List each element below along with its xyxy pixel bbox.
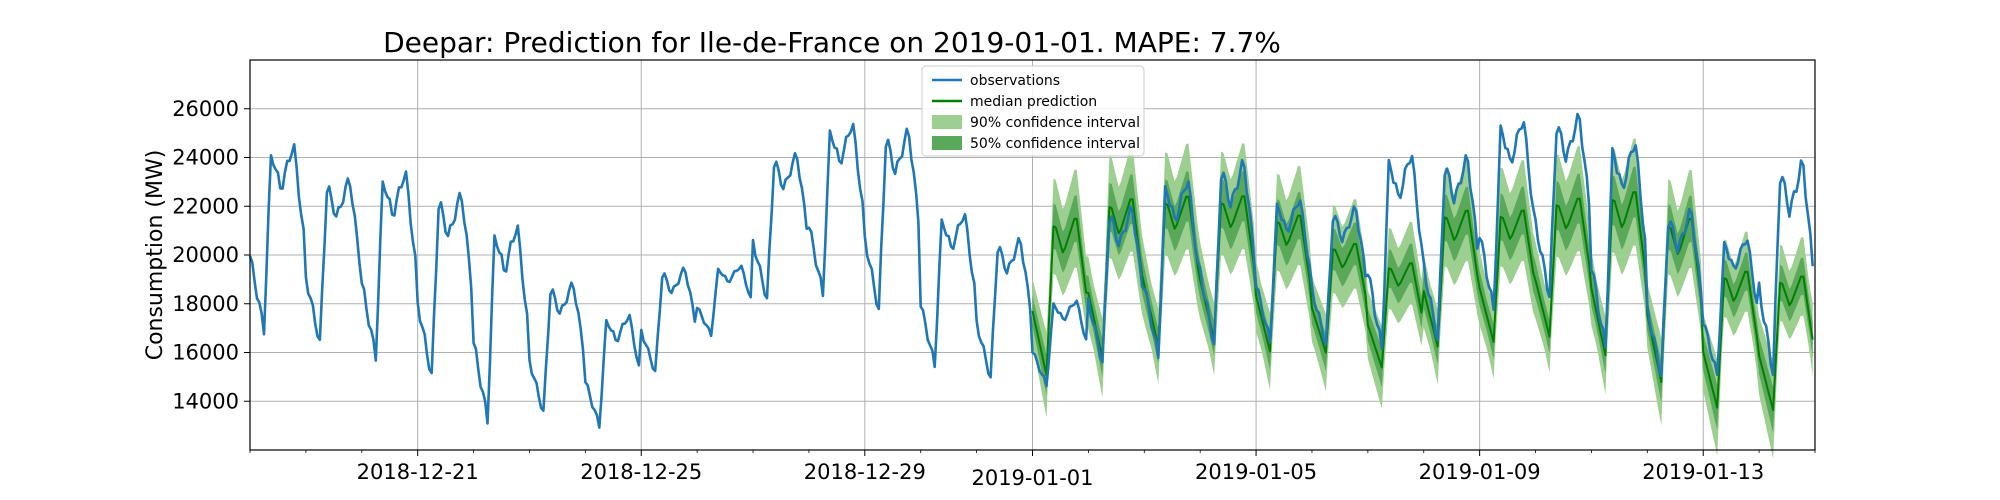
x-tick-label: 2018-12-25 [580,460,702,484]
legend-label: 90% confidence interval [970,115,1140,131]
legend-box [921,65,1145,157]
y-tick-label: 18000 [172,292,239,316]
x-tick-label: 2019-01-09 [1419,460,1541,484]
axis-ticks: 14000 16000 18000 20000 22000 24000 26000 2018-… [172,97,1816,490]
legend-label: median prediction [970,94,1097,110]
chart-title: Deepar: Prediction for Ile-de-France on … [383,26,1281,59]
y-tick-label: 22000 [172,194,239,218]
observations-line [248,112,1814,429]
x-tick-label: 2019-01-01 [971,466,1093,490]
series-lines [248,112,1814,429]
x-tick-label: 2019-01-13 [1642,460,1764,484]
legend-label: observations [970,73,1060,89]
y-tick-label: 14000 [172,389,239,413]
y-tick-label: 26000 [172,97,239,121]
y-axis-label: Consumption (MW) [143,150,168,361]
x-tick-label: 2019-01-05 [1195,460,1317,484]
x-tick-label: 2018-12-21 [357,460,479,484]
legend-swatch-patch [932,136,962,150]
y-tick-label: 24000 [172,146,239,170]
legend-label: 50% confidence interval [970,136,1140,152]
y-tick-label: 20000 [172,243,239,267]
legend: observations median prediction 90% confide… [921,65,1145,157]
x-tick-label: 2018-12-29 [804,460,926,484]
y-tick-label: 16000 [172,341,239,365]
legend-swatch-patch [932,115,962,129]
